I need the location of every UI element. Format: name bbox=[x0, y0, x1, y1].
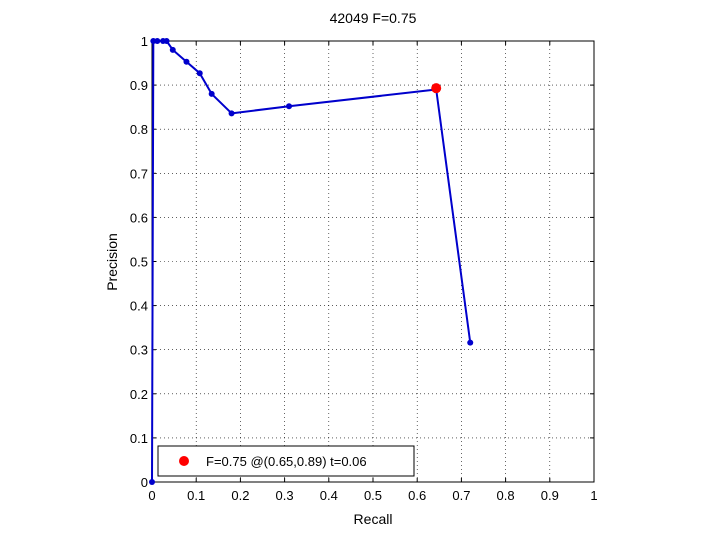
y-axis-label: Precision bbox=[104, 233, 120, 291]
data-point bbox=[169, 46, 176, 53]
x-tick-label: 0.5 bbox=[364, 488, 382, 503]
y-tick-label: 0.6 bbox=[130, 210, 148, 225]
data-point bbox=[163, 38, 170, 44]
highlight-group bbox=[431, 83, 442, 94]
y-tick-label: 0.2 bbox=[130, 387, 148, 402]
x-tick-label: 0.1 bbox=[187, 488, 205, 503]
y-tick-label: 0.1 bbox=[130, 431, 148, 446]
x-tick-label: 0.7 bbox=[452, 488, 470, 503]
data-point bbox=[228, 110, 235, 117]
chart-title: 42049 F=0.75 bbox=[330, 10, 417, 26]
data-point bbox=[196, 70, 203, 77]
grid-lines bbox=[152, 41, 594, 482]
data-point bbox=[154, 38, 161, 44]
x-tick-label: 0.2 bbox=[231, 488, 249, 503]
x-tick-label: 1 bbox=[590, 488, 597, 503]
data-point bbox=[467, 339, 474, 346]
legend: F=0.75 @(0.65,0.89) t=0.06 bbox=[157, 445, 415, 477]
legend-box bbox=[157, 445, 415, 477]
y-tick-label: 0.9 bbox=[130, 78, 148, 93]
data-point bbox=[183, 58, 190, 65]
y-tick-label: 0.4 bbox=[130, 299, 148, 314]
y-tick-label: 0 bbox=[141, 475, 148, 490]
data-point bbox=[149, 479, 155, 485]
y-tick-label: 0.7 bbox=[130, 166, 148, 181]
legend-marker bbox=[179, 456, 189, 466]
x-tick-label: 0 bbox=[148, 488, 155, 503]
y-tick-label: 0.8 bbox=[130, 122, 148, 137]
x-tick-label: 0.3 bbox=[276, 488, 294, 503]
x-tick-label: 0.6 bbox=[408, 488, 426, 503]
x-tick-label: 0.4 bbox=[320, 488, 338, 503]
y-tick-label: 1 bbox=[141, 34, 148, 49]
best-f-point bbox=[431, 83, 442, 94]
y-tick-label: 0.5 bbox=[130, 255, 148, 270]
data-point bbox=[208, 90, 215, 97]
data-point bbox=[286, 103, 293, 110]
x-tick-label: 0.8 bbox=[497, 488, 515, 503]
axis-ticks: 0 0.1 0.2 0.3 0.4 0.5 0.6 0.7 0.8 0.9 1 0 0.1 0.2 0.3 0… bbox=[130, 34, 598, 503]
y-tick-label: 0.3 bbox=[130, 343, 148, 358]
legend-label: F=0.75 @(0.65,0.89) t=0.06 bbox=[206, 454, 367, 469]
x-axis-label: Recall bbox=[354, 511, 393, 527]
x-tick-label: 0.9 bbox=[541, 488, 559, 503]
